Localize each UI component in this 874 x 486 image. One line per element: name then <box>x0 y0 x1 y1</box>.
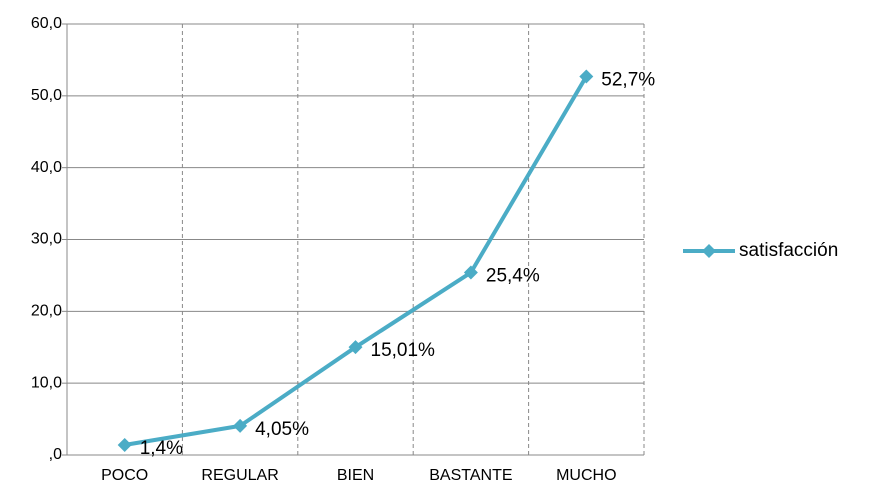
data-label: 4,05% <box>255 419 309 440</box>
y-tick-label: 10,0 <box>31 374 62 391</box>
x-tick-label: BASTANTE <box>429 467 512 484</box>
y-tick-label: 20,0 <box>31 303 62 320</box>
y-tick-label: ,0 <box>49 446 62 463</box>
data-label: 52,7% <box>601 69 655 90</box>
x-tick-label: POCO <box>101 467 148 484</box>
y-tick-label: 50,0 <box>31 87 62 104</box>
marker <box>579 69 594 84</box>
data-label: 1,4% <box>140 438 183 459</box>
data-label: 15,01% <box>371 340 436 361</box>
y-tick-label: 60,0 <box>31 15 62 32</box>
legend-label: satisfacción <box>739 240 838 261</box>
data-label: 25,4% <box>486 266 540 287</box>
marker <box>463 265 478 280</box>
y-tick-label: 30,0 <box>31 231 62 248</box>
series-line <box>124 75 589 447</box>
y-tick-label: 40,0 <box>31 159 62 176</box>
x-tick-label: MUCHO <box>556 467 616 484</box>
marker <box>233 418 248 433</box>
legend-marker <box>702 244 716 258</box>
marker <box>117 437 132 452</box>
x-tick-label: BIEN <box>337 467 374 484</box>
x-tick-label: REGULAR <box>201 467 278 484</box>
marker <box>348 340 363 355</box>
